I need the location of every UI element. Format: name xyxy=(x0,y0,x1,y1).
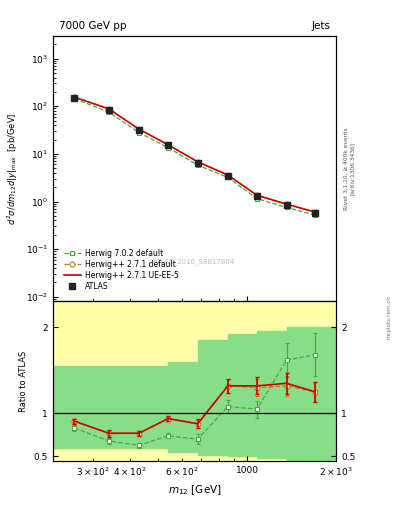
Herwig++ 2.7.1 default xyxy=(137,126,141,132)
Herwig++ 2.7.1 UE-EE-5 xyxy=(107,106,111,112)
ATLAS xyxy=(72,95,77,101)
Line: ATLAS: ATLAS xyxy=(72,95,318,216)
ATLAS xyxy=(195,160,200,166)
ATLAS xyxy=(107,106,111,113)
Text: 7000 GeV pp: 7000 GeV pp xyxy=(59,20,126,31)
ATLAS xyxy=(137,127,141,133)
Herwig++ 2.7.1 UE-EE-5 xyxy=(137,126,141,132)
Herwig++ 2.7.1 UE-EE-5 xyxy=(255,192,259,198)
ATLAS xyxy=(166,142,171,148)
Line: Herwig++ 2.7.1 UE-EE-5: Herwig++ 2.7.1 UE-EE-5 xyxy=(74,97,315,212)
Herwig 7.0.2 default xyxy=(72,95,77,101)
Herwig++ 2.7.1 UE-EE-5 xyxy=(166,142,171,148)
Herwig++ 2.7.1 UE-EE-5 xyxy=(313,209,318,215)
Text: mcplots.cern.ch: mcplots.cern.ch xyxy=(386,295,391,339)
ATLAS xyxy=(313,210,318,216)
Herwig 7.0.2 default xyxy=(226,175,230,181)
Herwig 7.0.2 default xyxy=(166,144,171,151)
Text: ATLAS_2010_S8817804: ATLAS_2010_S8817804 xyxy=(153,258,236,265)
Herwig++ 2.7.1 default xyxy=(255,192,259,198)
Legend: Herwig 7.0.2 default, Herwig++ 2.7.1 default, Herwig++ 2.7.1 UE-EE-5, ATLAS: Herwig 7.0.2 default, Herwig++ 2.7.1 def… xyxy=(62,247,180,292)
Herwig++ 2.7.1 default xyxy=(284,201,289,207)
ATLAS xyxy=(284,202,289,208)
Herwig 7.0.2 default xyxy=(107,109,111,115)
Herwig 7.0.2 default xyxy=(313,212,318,218)
Herwig++ 2.7.1 default xyxy=(107,106,111,112)
ATLAS xyxy=(255,193,259,199)
Herwig++ 2.7.1 default xyxy=(226,172,230,178)
Herwig 7.0.2 default xyxy=(195,162,200,168)
Herwig 7.0.2 default xyxy=(284,204,289,210)
Herwig++ 2.7.1 default xyxy=(313,209,318,215)
Line: Herwig++ 2.7.1 default: Herwig++ 2.7.1 default xyxy=(72,95,318,215)
Y-axis label: Rivet 3.1.10, ≥ 400k events
[arXiv:1306.3436]: Rivet 3.1.10, ≥ 400k events [arXiv:1306.… xyxy=(343,127,354,210)
Herwig++ 2.7.1 default xyxy=(166,142,171,148)
X-axis label: $m_{12}$ [GeV]: $m_{12}$ [GeV] xyxy=(168,483,221,497)
Y-axis label: $d^2\sigma/dm_{12}d|y|_\mathrm{max}$  [pb/GeV]: $d^2\sigma/dm_{12}d|y|_\mathrm{max}$ [pb… xyxy=(6,113,20,225)
Line: Herwig 7.0.2 default: Herwig 7.0.2 default xyxy=(72,96,318,218)
Y-axis label: Ratio to ATLAS: Ratio to ATLAS xyxy=(19,351,28,412)
Herwig 7.0.2 default xyxy=(255,196,259,202)
Text: Jets: Jets xyxy=(311,20,331,31)
Herwig 7.0.2 default xyxy=(137,130,141,136)
Herwig++ 2.7.1 default xyxy=(72,94,77,100)
Herwig++ 2.7.1 default xyxy=(195,159,200,165)
Herwig++ 2.7.1 UE-EE-5 xyxy=(226,172,230,178)
ATLAS xyxy=(226,173,230,179)
Herwig++ 2.7.1 UE-EE-5 xyxy=(72,94,77,100)
Herwig++ 2.7.1 UE-EE-5 xyxy=(195,159,200,165)
Herwig++ 2.7.1 UE-EE-5 xyxy=(284,201,289,207)
